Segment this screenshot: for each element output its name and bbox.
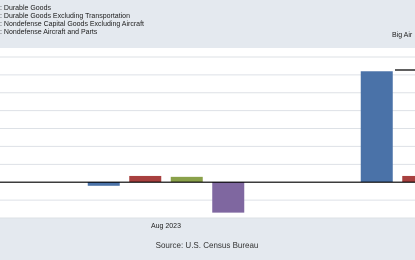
bar <box>360 71 393 183</box>
legend-entry: : Nondefense Capital Goods Excluding Air… <box>0 21 144 28</box>
source: Source: U.S. Census Bureau <box>156 241 259 250</box>
legend-entry: : Durable Goods <box>0 5 51 12</box>
bar <box>402 175 415 183</box>
bar <box>87 182 120 186</box>
bars <box>87 71 415 213</box>
bar <box>170 176 203 183</box>
bar <box>212 182 245 213</box>
plot-area <box>0 48 415 218</box>
bar <box>129 175 162 183</box>
legend-entry: : Nondefense Aircraft and Parts <box>0 29 98 36</box>
legend-entry: : Durable Goods Excluding Transportation <box>0 13 130 20</box>
x-tick-label: Aug 2023 <box>151 223 181 230</box>
annotation: Big Air <box>392 32 413 39</box>
